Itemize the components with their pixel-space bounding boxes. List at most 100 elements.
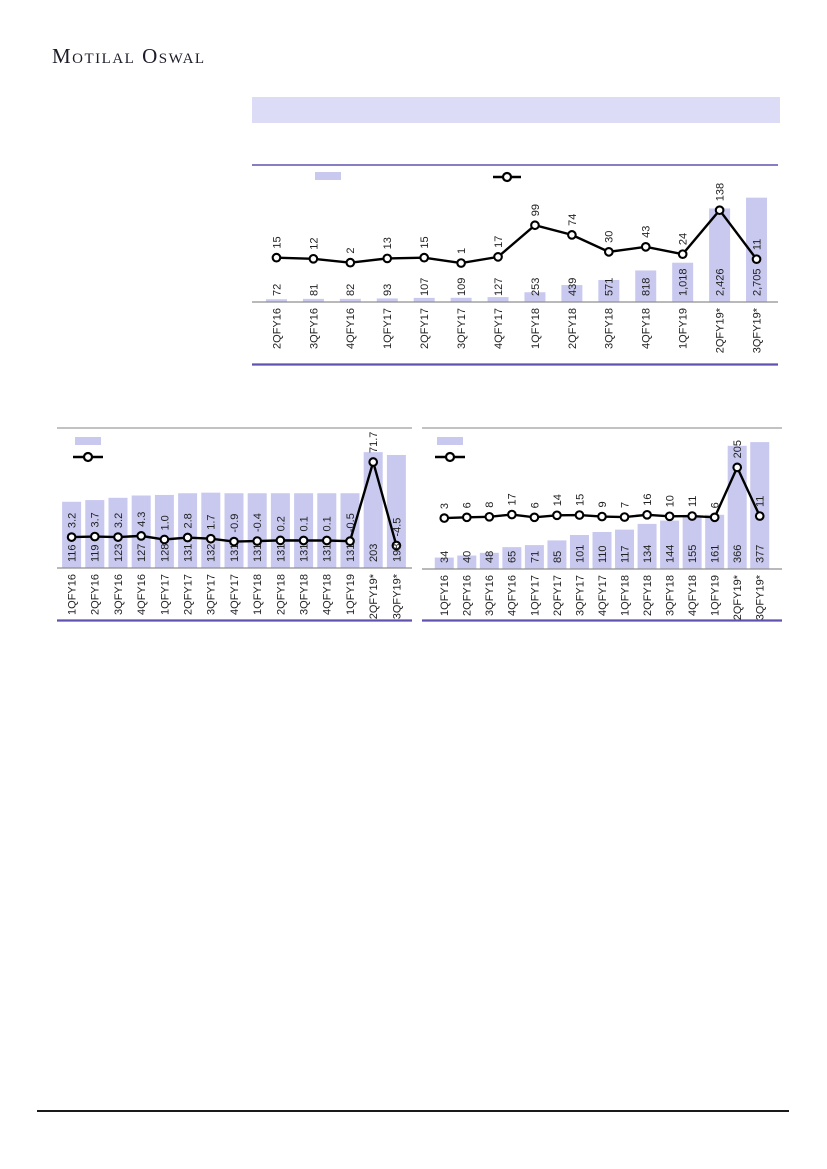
line-value-label: 71.7: [368, 432, 380, 453]
x-axis-label: 2QFY16: [90, 574, 102, 615]
line-marker: [687, 511, 697, 521]
line-marker: [732, 462, 743, 473]
line-value-label: 43: [641, 226, 653, 238]
x-axis-label: 3QFY17: [574, 575, 586, 616]
legend-line-marker: [82, 451, 94, 463]
bar: [709, 208, 731, 302]
bar-value-label: 34: [439, 551, 451, 563]
x-axis-label: 1QFY17: [529, 575, 541, 616]
line-value-label: 14: [552, 494, 564, 506]
line-value-label: 99: [530, 204, 542, 216]
line-marker: [603, 247, 614, 257]
line-value-label: 0.1: [298, 516, 310, 531]
bar: [561, 285, 583, 302]
x-axis-label: 2QFY17: [182, 574, 194, 615]
line-marker: [182, 532, 193, 543]
chart-top-quarterly: 72 81 82 93 107 109 127 253 439 571 818 1,018 2,426 2…: [252, 164, 778, 366]
line-value-label: 2: [345, 248, 357, 254]
line-marker: [308, 253, 319, 264]
x-axis-label: 2QFY17: [552, 575, 564, 616]
bar: [637, 523, 657, 569]
bar-value-label: 2,705: [751, 268, 763, 296]
line-marker: [321, 535, 332, 546]
x-axis-label: 1QFY19: [678, 308, 690, 349]
line-marker: [298, 535, 309, 546]
bar-value-label: 116: [66, 544, 78, 562]
bar-value-label: 818: [641, 278, 653, 296]
x-axis-label: 1QFY18: [252, 574, 264, 615]
bar-value-label: 128: [159, 544, 171, 562]
bar: [201, 492, 221, 568]
bar: [178, 493, 198, 568]
bar-value-label: 65: [507, 551, 519, 563]
line-value-label: 1: [456, 248, 468, 254]
footer-divider: [37, 1110, 789, 1112]
line-value-label: 13: [382, 237, 394, 249]
bar-value-label: 131: [252, 544, 264, 562]
bar: [682, 516, 702, 569]
bar-value-label: 82: [345, 284, 357, 296]
bar-value-label: 119: [90, 544, 102, 562]
line-value-label: 15: [419, 236, 431, 248]
line-marker: [439, 513, 450, 523]
x-axis-label: 4QFY18: [687, 575, 699, 616]
bar: [524, 292, 546, 302]
line-value-label: 4.3: [136, 512, 148, 527]
x-axis-label: 3QFY18: [298, 574, 310, 615]
line-value-label: 7: [619, 502, 631, 508]
bar: [660, 520, 680, 569]
x-axis-label: 2QFY19*: [368, 573, 380, 619]
bar: [479, 552, 499, 569]
bottom-left-combo-chart-svg: 116 119 123 127 128 131 132 131 131 131 131 131 131 2…: [57, 427, 412, 622]
bar: [386, 454, 406, 568]
x-axis-label: 3QFY17: [206, 574, 218, 615]
bar-value-label: 81: [308, 284, 320, 296]
x-axis-label: 2QFY16: [462, 575, 474, 616]
bar: [434, 557, 454, 569]
bottom-right-combo-chart-svg: 34 40 48 65 71 85 101 110 117 134 144 155 161 366 3773…: [422, 427, 782, 622]
line-marker: [484, 511, 495, 522]
line-value-label: 6: [710, 502, 722, 508]
line-value-label: 11: [751, 239, 763, 250]
bar: [672, 262, 694, 302]
x-axis-label: 2QFY18: [642, 575, 654, 616]
line-value-label: 3: [439, 503, 451, 509]
bar: [750, 442, 770, 569]
bar-value-label: 117: [619, 545, 631, 563]
line-value-label: 0.1: [322, 516, 334, 531]
line-marker: [640, 241, 651, 252]
bar: [457, 555, 477, 569]
line-marker: [529, 512, 540, 523]
bar-value-label: 131: [322, 544, 334, 562]
legend-bar-swatch: [437, 437, 463, 445]
bar-value-label: 161: [710, 545, 722, 563]
line-marker: [574, 510, 585, 520]
bar: [635, 270, 657, 302]
legend-line-marker: [444, 451, 456, 463]
bar-value-label: 571: [604, 278, 616, 296]
line-value-label: -4.5: [391, 518, 403, 537]
bar: [224, 493, 244, 568]
x-axis-label: 3QFY18: [604, 308, 616, 349]
bar-value-label: 203: [368, 544, 380, 562]
line-marker: [382, 253, 393, 264]
line-value-label: -0.9: [229, 514, 241, 533]
x-axis-label: 3QFY18: [664, 575, 676, 616]
line-marker: [642, 509, 652, 520]
legend-bar-swatch: [315, 172, 341, 180]
x-axis-label: 3QFY16: [308, 308, 320, 349]
bar-value-label: 40: [462, 551, 474, 563]
line-value-label: 30: [604, 231, 616, 243]
bar-value-label: 131: [275, 544, 287, 562]
bar: [705, 514, 725, 569]
x-axis-label: 1QFY16: [66, 574, 78, 615]
bar: [302, 298, 324, 302]
line-value-label: 16: [642, 494, 654, 506]
x-axis-label: 2QFY19*: [714, 307, 726, 353]
x-axis-label: 3QFY19*: [751, 307, 763, 353]
line-value-label: 17: [493, 236, 505, 248]
bar: [270, 493, 290, 568]
bar-value-label: 72: [271, 284, 283, 296]
legend-line-marker: [501, 171, 513, 183]
